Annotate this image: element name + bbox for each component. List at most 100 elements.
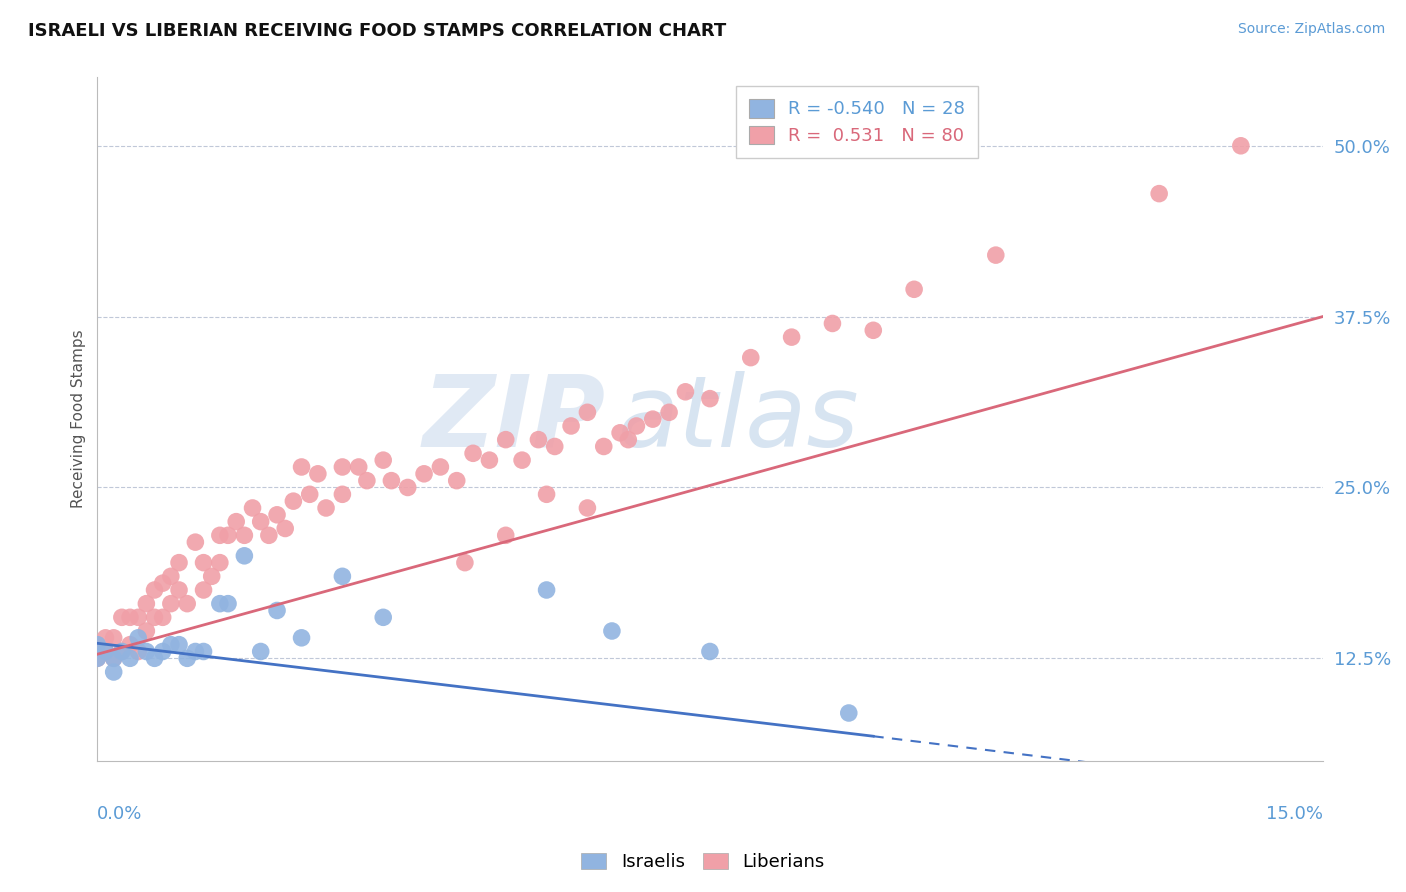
- Point: [527, 433, 550, 447]
- Text: Source: ZipAtlas.com: Source: ZipAtlas.com: [1237, 22, 1385, 37]
- Point: [984, 248, 1007, 262]
- Point: [380, 474, 402, 488]
- Point: [862, 323, 884, 337]
- Point: [699, 392, 721, 406]
- Point: [135, 597, 157, 611]
- Point: [274, 521, 297, 535]
- Text: atlas: atlas: [619, 371, 859, 467]
- Point: [298, 487, 321, 501]
- Point: [332, 569, 354, 583]
- Point: [600, 624, 623, 638]
- Point: [86, 638, 108, 652]
- Point: [217, 597, 239, 611]
- Point: [257, 528, 280, 542]
- Point: [201, 569, 224, 583]
- Point: [118, 638, 141, 652]
- Point: [461, 446, 484, 460]
- Point: [160, 597, 183, 611]
- Point: [396, 480, 419, 494]
- Point: [160, 569, 183, 583]
- Point: [176, 651, 198, 665]
- Point: [143, 610, 166, 624]
- Point: [429, 460, 451, 475]
- Point: [495, 433, 517, 447]
- Legend: R = -0.540   N = 28, R =  0.531   N = 80: R = -0.540 N = 28, R = 0.531 N = 80: [735, 87, 979, 158]
- Point: [86, 638, 108, 652]
- Point: [266, 508, 288, 522]
- Point: [193, 644, 215, 658]
- Point: [373, 453, 395, 467]
- Point: [118, 651, 141, 665]
- Point: [135, 624, 157, 638]
- Point: [167, 582, 190, 597]
- Point: [103, 665, 125, 679]
- Point: [184, 535, 207, 549]
- Point: [208, 528, 231, 542]
- Point: [617, 433, 640, 447]
- Point: [118, 610, 141, 624]
- Point: [127, 631, 149, 645]
- Legend: Israelis, Liberians: Israelis, Liberians: [574, 846, 832, 879]
- Point: [193, 556, 215, 570]
- Point: [127, 644, 149, 658]
- Point: [135, 644, 157, 658]
- Point: [111, 644, 134, 658]
- Point: [510, 453, 533, 467]
- Point: [152, 576, 174, 591]
- Point: [86, 651, 108, 665]
- Text: ISRAELI VS LIBERIAN RECEIVING FOOD STAMPS CORRELATION CHART: ISRAELI VS LIBERIAN RECEIVING FOOD STAMP…: [28, 22, 727, 40]
- Point: [208, 597, 231, 611]
- Point: [152, 610, 174, 624]
- Point: [290, 460, 312, 475]
- Point: [1230, 138, 1253, 153]
- Point: [446, 474, 468, 488]
- Point: [658, 405, 681, 419]
- Point: [266, 603, 288, 617]
- Point: [86, 651, 108, 665]
- Text: 15.0%: 15.0%: [1265, 805, 1323, 823]
- Point: [103, 631, 125, 645]
- Point: [675, 384, 697, 399]
- Point: [740, 351, 762, 365]
- Point: [356, 474, 378, 488]
- Point: [167, 556, 190, 570]
- Point: [94, 631, 117, 645]
- Point: [103, 651, 125, 665]
- Y-axis label: Receiving Food Stamps: Receiving Food Stamps: [72, 330, 86, 508]
- Point: [152, 644, 174, 658]
- Point: [225, 515, 247, 529]
- Point: [208, 556, 231, 570]
- Point: [167, 638, 190, 652]
- Point: [495, 528, 517, 542]
- Point: [641, 412, 664, 426]
- Point: [143, 651, 166, 665]
- Point: [307, 467, 329, 481]
- Point: [332, 487, 354, 501]
- Point: [242, 500, 264, 515]
- Text: ZIP: ZIP: [423, 371, 606, 467]
- Point: [290, 631, 312, 645]
- Point: [111, 644, 134, 658]
- Point: [544, 440, 567, 454]
- Point: [233, 528, 256, 542]
- Point: [103, 651, 125, 665]
- Point: [249, 515, 271, 529]
- Point: [233, 549, 256, 563]
- Point: [413, 467, 436, 481]
- Point: [903, 282, 925, 296]
- Point: [283, 494, 305, 508]
- Point: [576, 500, 599, 515]
- Point: [838, 706, 860, 720]
- Point: [626, 419, 648, 434]
- Point: [127, 610, 149, 624]
- Point: [193, 582, 215, 597]
- Point: [780, 330, 803, 344]
- Point: [94, 644, 117, 658]
- Point: [143, 582, 166, 597]
- Point: [160, 638, 183, 652]
- Point: [699, 644, 721, 658]
- Point: [478, 453, 501, 467]
- Point: [536, 487, 558, 501]
- Point: [249, 644, 271, 658]
- Point: [576, 405, 599, 419]
